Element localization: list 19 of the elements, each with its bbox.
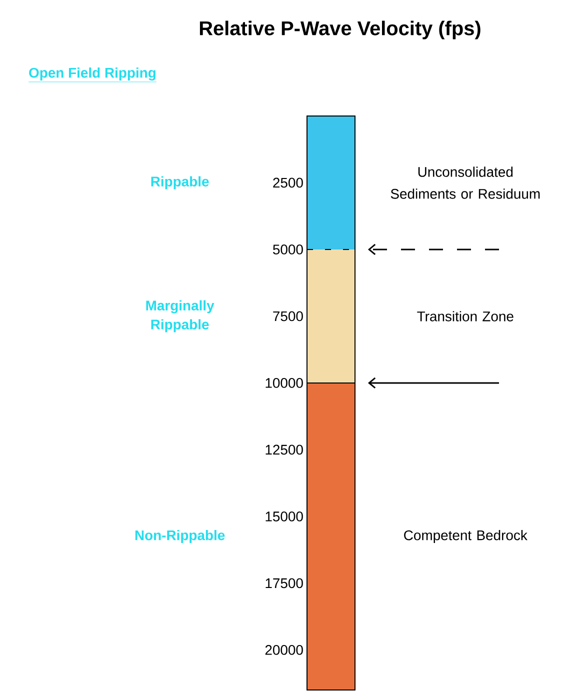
y-tick-label: 10000 — [266, 378, 303, 388]
y-tick-label: 7500 — [273, 311, 303, 322]
text: Transition Zone — [417, 311, 514, 322]
text: Competent Bedrock — [404, 530, 528, 543]
y-tick-label: 17500 — [266, 578, 303, 588]
text: Marginally Rippable — [146, 300, 214, 332]
y-tick-label: 12500 — [266, 444, 303, 455]
y-tick-label: 2500 — [273, 178, 303, 188]
text: Open Field Ripping — [29, 67, 156, 81]
bar — [306, 249, 355, 383]
y-tick-label: 15000 — [266, 512, 303, 522]
y-tick-label: 5000 — [273, 244, 303, 254]
y-tick-label: 20000 — [265, 645, 303, 655]
bar — [306, 382, 355, 690]
text: Rippable — [151, 176, 209, 190]
text: Unconsolidated Sediments or Residuum — [390, 166, 540, 199]
chart-title: Relative P-Wave Velocity (fps) — [200, 20, 480, 40]
bar — [306, 116, 355, 250]
text: Non-Rippable — [135, 530, 225, 543]
